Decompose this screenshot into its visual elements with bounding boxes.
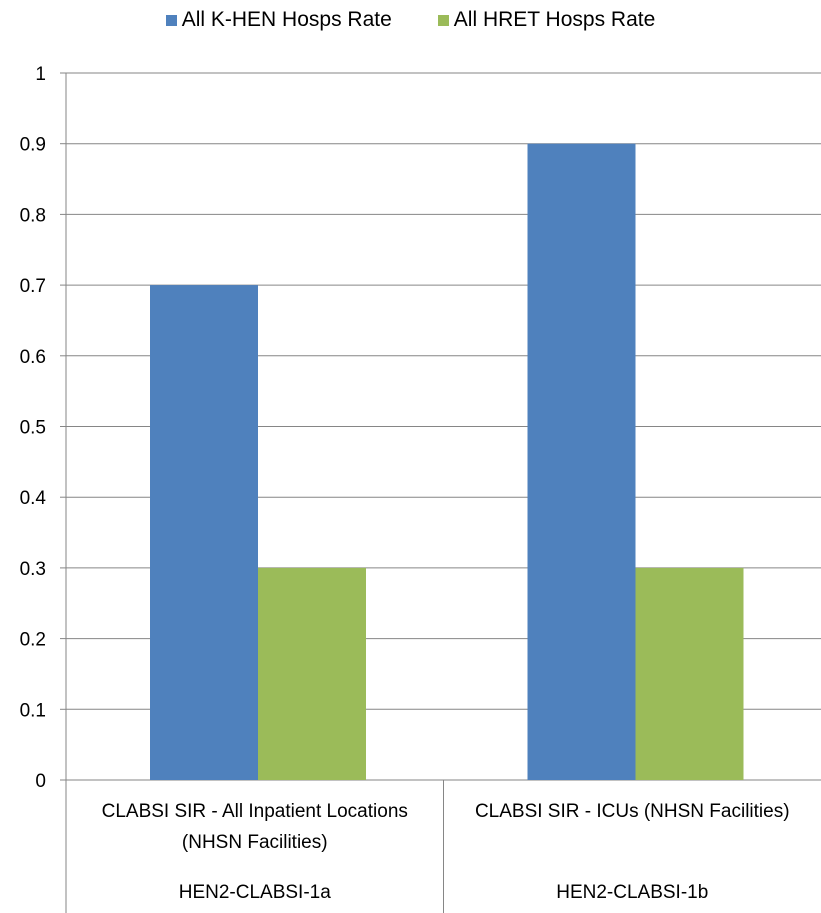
legend-swatch-khen	[165, 14, 177, 26]
bar-hret-1	[258, 567, 366, 780]
y-tick-label: 0.9	[20, 135, 46, 156]
category-label: CLABSI SIR - All Inpatient Locations	[102, 801, 408, 822]
y-tick-label: 0.5	[20, 418, 46, 439]
y-tick-label: 0	[35, 771, 46, 792]
legend-item-hret: All HRET Hosps Rate	[437, 8, 656, 32]
y-tick-label: 0.7	[20, 276, 46, 297]
group-code-label: HEN2-CLABSI-1a	[179, 882, 331, 903]
bar-khen-2	[527, 143, 636, 780]
legend-item-khen: All K-HEN Hosps Rate	[165, 8, 392, 32]
legend-label-hret: All HRET Hosps Rate	[453, 8, 656, 31]
legend: All K-HEN Hosps Rate All HRET Hosps Rate	[0, 6, 821, 34]
y-tick-label: 0.8	[20, 205, 46, 226]
category-label: (NHSN Facilities)	[182, 832, 328, 853]
y-tick-label: 0.6	[20, 347, 46, 368]
y-tick-label: 0.2	[20, 630, 46, 651]
legend-label-khen: All K-HEN Hosps Rate	[181, 8, 392, 31]
bar-hret-2	[635, 567, 744, 780]
y-tick-label: 0.3	[20, 559, 46, 580]
legend-swatch-hret	[437, 14, 449, 26]
y-tick-label: 0.1	[20, 700, 46, 721]
y-tick-label: 0.4	[20, 488, 47, 509]
group-code-label: HEN2-CLABSI-1b	[556, 882, 708, 903]
bar-khen-1	[150, 285, 258, 780]
y-tick-label: 1	[35, 64, 46, 85]
category-label: CLABSI SIR - ICUs (NHSN Facilities)	[475, 801, 790, 822]
